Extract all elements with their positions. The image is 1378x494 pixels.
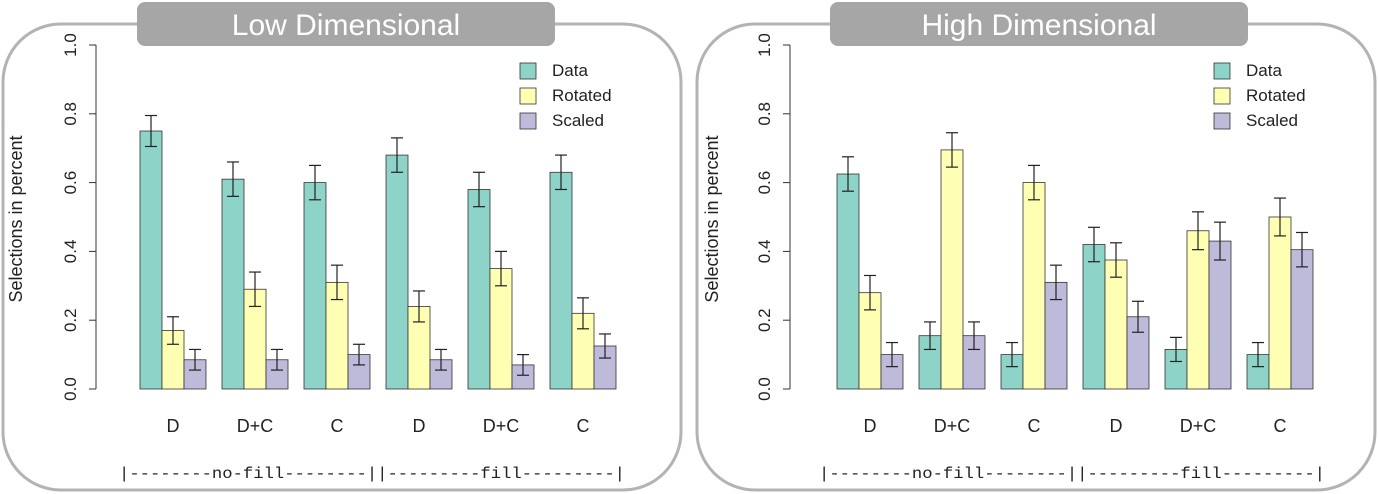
legend-swatch-rotated: [1213, 87, 1231, 105]
y-tick-label: 0.2: [755, 308, 774, 332]
y-tick-label: 0.6: [755, 171, 774, 195]
bar-data-4: [385, 154, 409, 390]
chart-title-pill: [830, 2, 1248, 46]
bar-rotated-3: [1022, 182, 1046, 390]
x-group-label: |--------no-fill--------||---------fill-…: [119, 465, 625, 483]
bar-data-2: [221, 178, 245, 390]
y-tick-label: 0.6: [61, 171, 80, 195]
y-tick-label: 0.8: [61, 102, 80, 126]
y-tick-label: 1.0: [755, 33, 774, 57]
bar-rotated-6: [1268, 216, 1292, 390]
legend-label-rotated: Rotated: [1246, 86, 1306, 105]
bar-data-1: [139, 130, 163, 390]
legend-label-data: Data: [1246, 61, 1282, 80]
x-category-label: C: [577, 416, 590, 436]
x-category-label: C: [1274, 416, 1287, 436]
x-category-label: D: [1110, 416, 1123, 436]
bar-rotated-5: [1186, 230, 1210, 390]
bar-data-1: [836, 173, 860, 390]
x-category-label: D+C: [483, 416, 520, 436]
legend-swatch-data: [1213, 62, 1231, 80]
legend-swatch-data: [519, 62, 537, 80]
x-category-label: D+C: [237, 416, 274, 436]
legend-swatch-scaled: [1213, 112, 1231, 130]
legend-swatch-scaled: [519, 112, 537, 130]
bar-data-4: [1082, 244, 1106, 390]
y-axis-label: Selections in percent: [6, 135, 26, 302]
legend-label-data: Data: [552, 61, 588, 80]
chart-panel-1: Low Dimensional 0.0 0.2 0.4 0.6 0.8 1.0 Selecti…: [1, 2, 683, 492]
x-category-label: D+C: [934, 416, 971, 436]
bar-scaled-6: [1290, 249, 1314, 390]
bar-data-6: [549, 171, 573, 390]
legend-swatch-rotated: [519, 87, 537, 105]
y-tick-label: 0.8: [755, 102, 774, 126]
bar-rotated-5: [489, 268, 513, 390]
x-category-label: D: [413, 416, 426, 436]
bar-data-5: [467, 189, 491, 390]
chart-title-pill: [137, 2, 555, 46]
y-tick-label: 0.0: [755, 377, 774, 401]
chart-panel-2: High Dimensional 0.0 0.2 0.4 0.6 0.8 1.0 Select…: [695, 2, 1377, 492]
y-tick-label: 0.4: [61, 240, 80, 264]
y-tick-label: 0.2: [61, 308, 80, 332]
y-tick-label: 0.4: [755, 240, 774, 264]
chart-title: High Dimensional: [921, 9, 1156, 42]
chart-title: Low Dimensional: [232, 9, 460, 42]
x-category-label: C: [331, 416, 344, 436]
bar-scaled-5: [1208, 240, 1232, 390]
x-group-label: |--------no-fill--------||---------fill-…: [819, 465, 1325, 483]
x-category-label: D: [864, 416, 877, 436]
y-tick-label: 0.0: [61, 377, 80, 401]
legend-label-scaled: Scaled: [552, 111, 604, 130]
y-tick-label: 1.0: [61, 33, 80, 57]
bar-data-3: [303, 182, 327, 390]
bar-rotated-4: [1104, 259, 1128, 390]
legend-label-rotated: Rotated: [552, 86, 612, 105]
x-category-label: D: [167, 416, 180, 436]
y-axis-label: Selections in percent: [702, 135, 722, 302]
x-category-label: C: [1028, 416, 1041, 436]
x-category-label: D+C: [1180, 416, 1217, 436]
bar-rotated-2: [940, 149, 964, 390]
legend-label-scaled: Scaled: [1246, 111, 1298, 130]
